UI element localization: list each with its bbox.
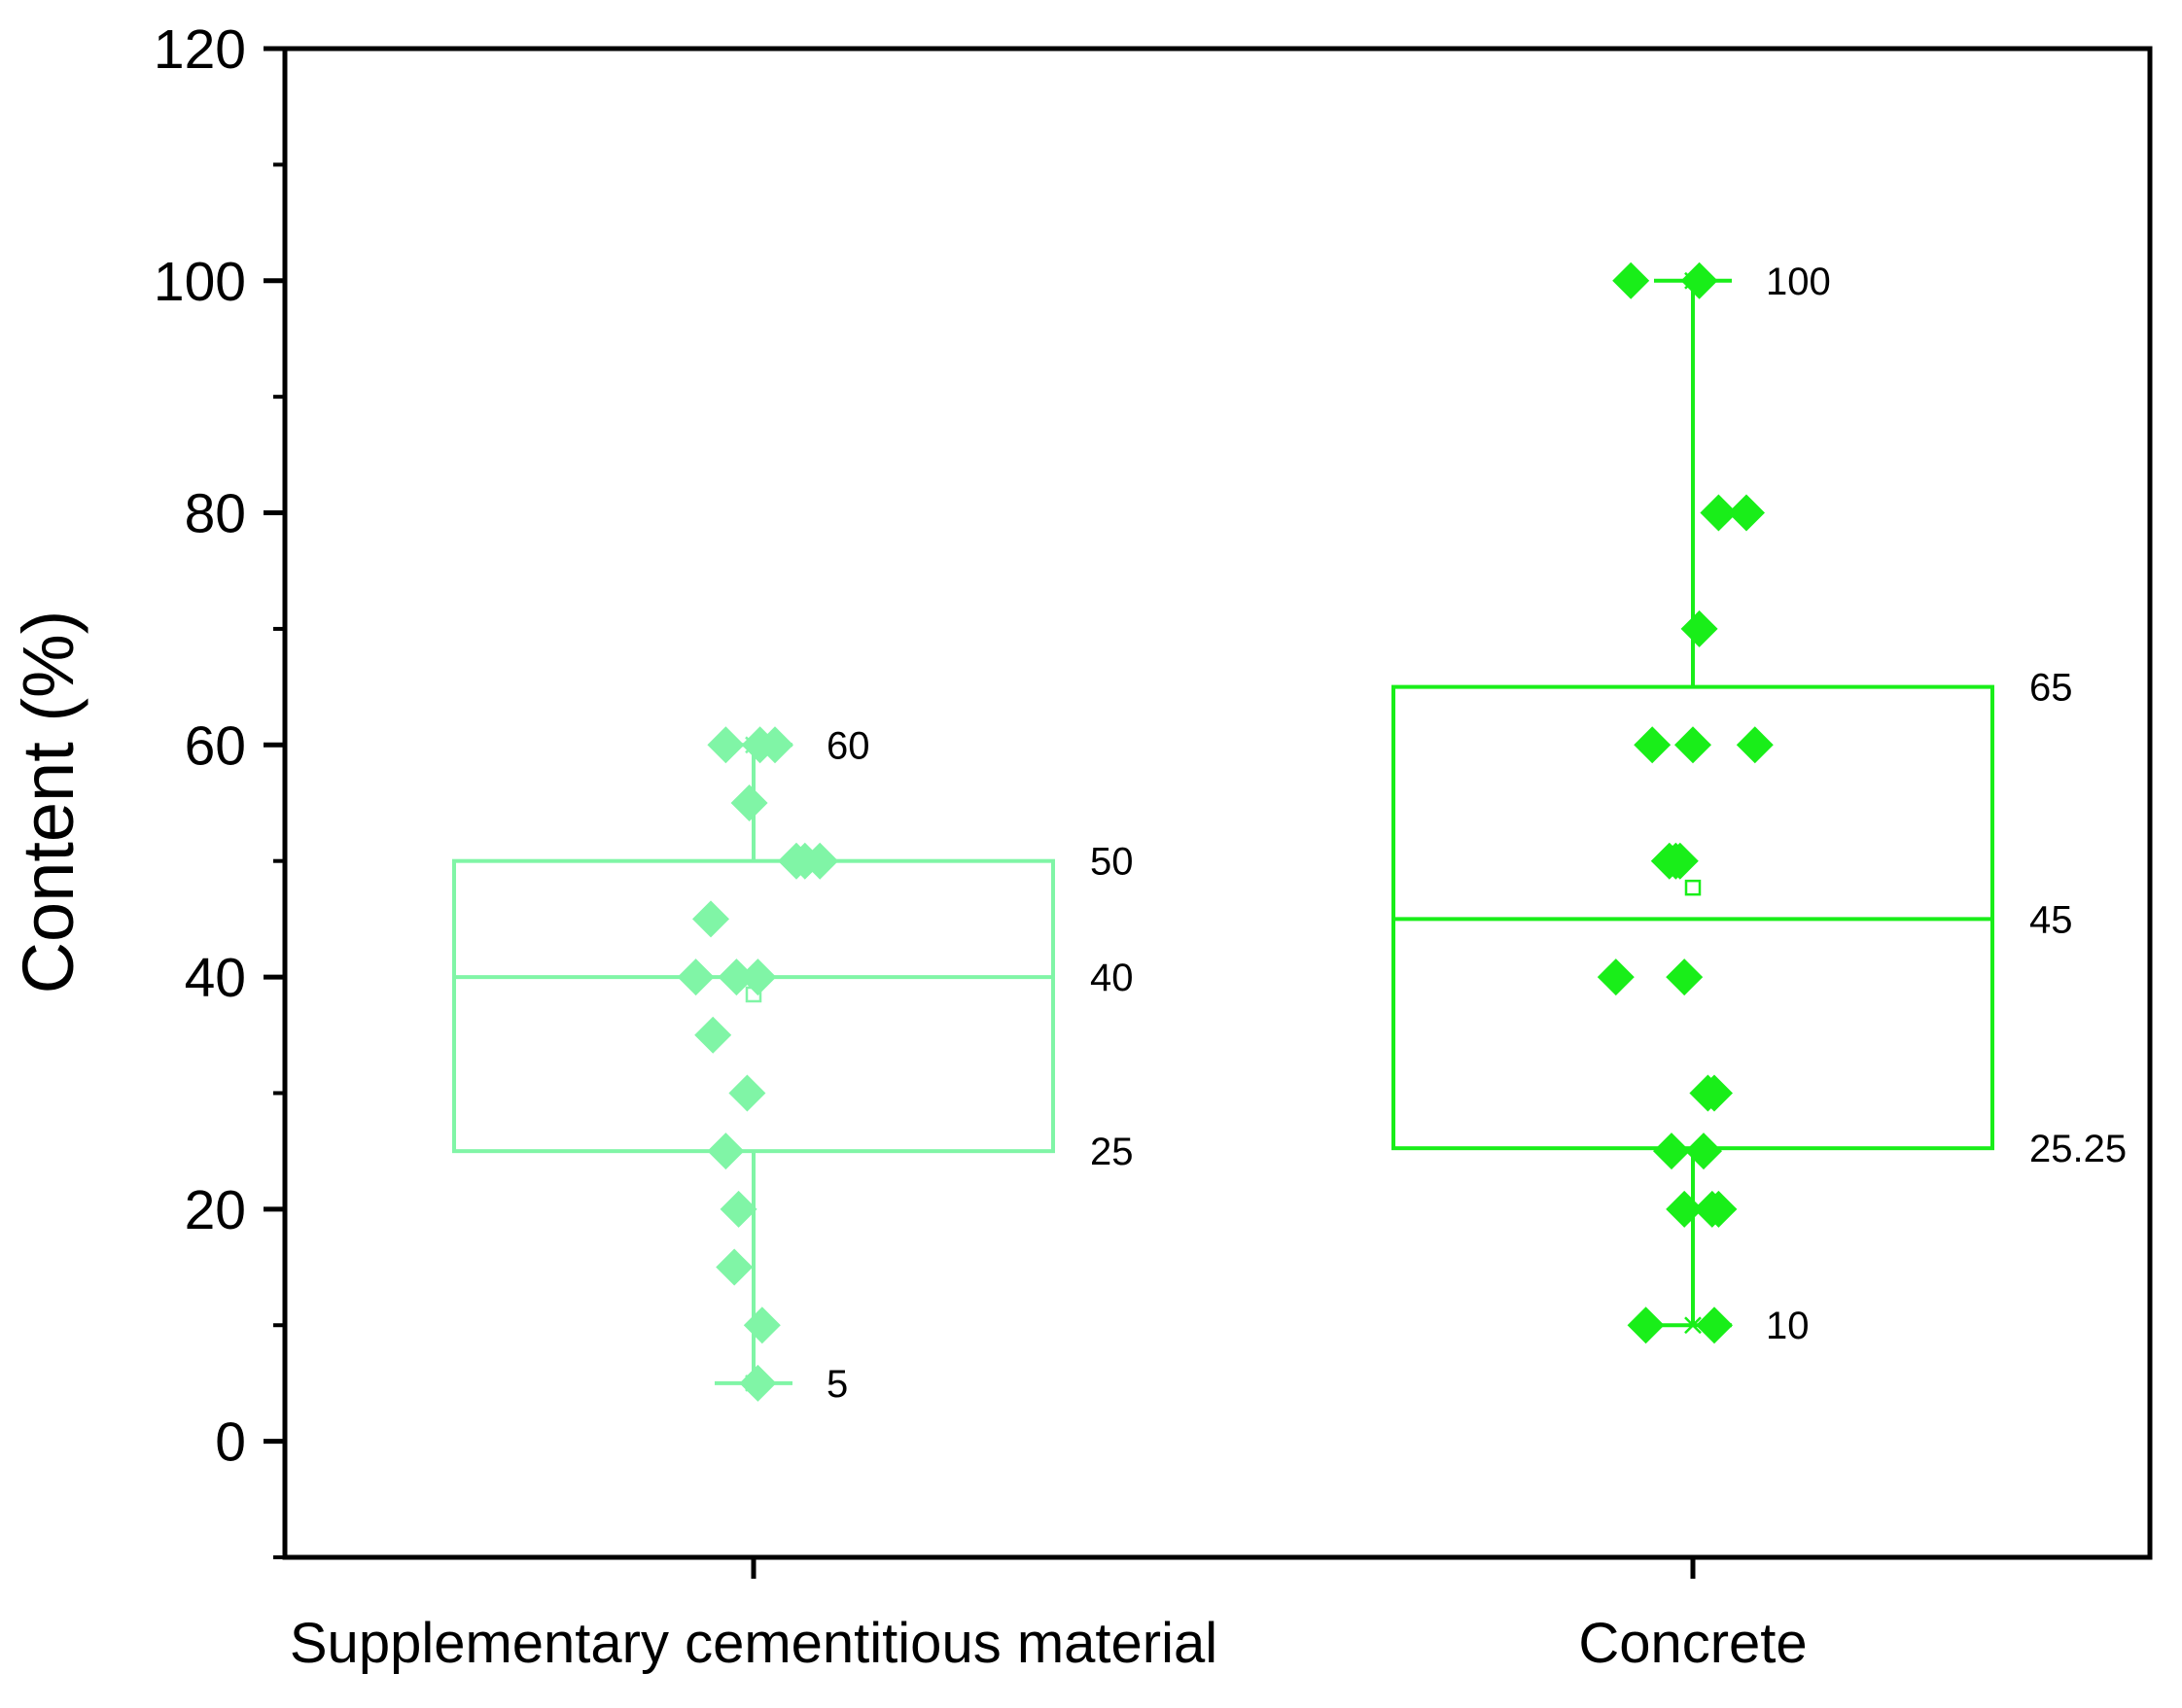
y-tick-label: 60 [185, 715, 246, 777]
data-point [707, 726, 745, 764]
data-point [1666, 1190, 1704, 1228]
boxes-layer [452, 271, 1994, 1392]
data-point [707, 1133, 745, 1170]
box-iqr [452, 858, 1055, 1154]
data-point [720, 1190, 757, 1228]
data-point [739, 959, 777, 996]
data-point [1680, 610, 1718, 647]
data-point [718, 959, 756, 996]
data-point [716, 1248, 754, 1286]
mean-marker [1684, 879, 1702, 896]
data-point [730, 784, 768, 821]
extreme-marker [1684, 1316, 1702, 1335]
data-point [1674, 726, 1711, 764]
data-point [739, 1364, 777, 1402]
x-category-label: Concrete [1578, 1612, 1807, 1675]
data-point [1661, 842, 1699, 880]
data-point [677, 959, 715, 996]
data-point [692, 900, 729, 938]
value-label-min: 5 [827, 1363, 848, 1406]
value-label-q1: 25 [1090, 1131, 1134, 1173]
value-label-min: 10 [1766, 1305, 1810, 1347]
data-point [1696, 1307, 1733, 1344]
data-point [1685, 1133, 1722, 1170]
data-point [801, 842, 839, 880]
y-tick-label: 20 [185, 1179, 246, 1241]
data-point [1736, 726, 1774, 764]
points-layer [677, 261, 1774, 1402]
y-axis-title: Content (%) [8, 610, 88, 994]
y-tick-label: 120 [154, 18, 246, 81]
data-point [743, 1307, 781, 1344]
data-point [694, 1016, 732, 1054]
data-point [1653, 1133, 1690, 1170]
y-tick-label: 40 [185, 947, 246, 1009]
value-label-max: 60 [827, 724, 870, 767]
y-tick-label: 100 [154, 251, 246, 313]
value-label-q3: 50 [1090, 841, 1134, 884]
data-point [1666, 959, 1704, 996]
annotations-layer: 60 5 50 40 25 100 10 65 45 25.25 [827, 261, 2127, 1406]
data-point [1696, 1074, 1733, 1112]
data-point [1700, 1190, 1738, 1228]
data-point [1634, 726, 1672, 764]
data-point [1680, 261, 1718, 299]
data-point [757, 726, 793, 764]
value-label-median: 45 [2029, 898, 2073, 941]
data-point [728, 1074, 766, 1112]
y-tick-label: 80 [185, 483, 246, 545]
data-point [1597, 959, 1635, 996]
data-point [1700, 494, 1738, 532]
plot-frame [282, 46, 2153, 1560]
y-tick-label: 0 [215, 1412, 246, 1474]
value-label-q1: 25.25 [2029, 1128, 2127, 1170]
value-label-median: 40 [1090, 957, 1134, 999]
value-label-max: 100 [1766, 261, 1831, 303]
value-label-q3: 65 [2029, 667, 2073, 710]
y-axis: 0 20 40 60 80 100 120 [154, 18, 285, 1559]
data-point [1612, 261, 1650, 299]
x-category-label: Supplementary cementitious material [290, 1612, 1217, 1675]
data-point [1627, 1307, 1665, 1344]
x-axis: Supplementary cementitious material Concr… [290, 1557, 1808, 1675]
data-point [1728, 494, 1765, 532]
